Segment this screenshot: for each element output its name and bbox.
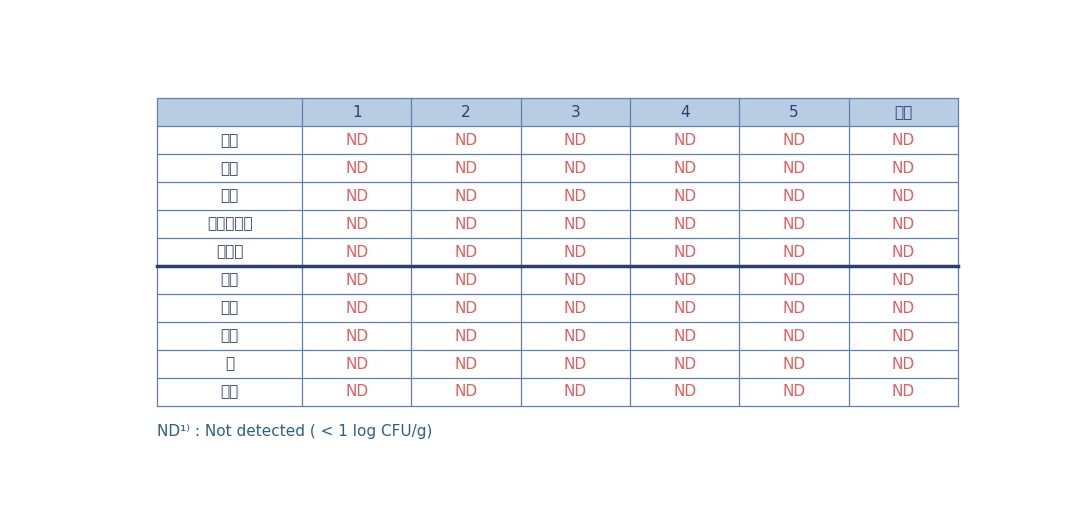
Text: ND: ND [892,272,915,288]
Text: ND: ND [345,329,368,344]
Text: ND: ND [892,301,915,316]
Text: ND: ND [673,329,696,344]
Text: ND: ND [892,385,915,400]
Text: 1: 1 [351,105,361,120]
Text: ND: ND [782,216,805,231]
Text: ND: ND [455,188,478,203]
Text: ND: ND [455,272,478,288]
Text: 어떡: 어떡 [221,385,238,400]
Text: ND: ND [673,357,696,372]
Text: 5: 5 [789,105,799,120]
Text: 대파: 대파 [221,161,238,176]
Text: ND: ND [782,133,805,148]
Text: 양상추: 양상추 [215,244,244,260]
Text: ND: ND [564,272,586,288]
Text: 4: 4 [680,105,690,120]
Text: ND: ND [345,161,368,176]
Text: ND: ND [564,161,586,176]
Text: ND: ND [564,244,586,260]
Text: ND: ND [455,385,478,400]
Text: ND: ND [673,216,696,231]
Text: ND: ND [455,161,478,176]
Text: ND: ND [345,216,368,231]
Text: ND: ND [455,216,478,231]
Text: ND: ND [782,329,805,344]
Text: ND: ND [345,188,368,203]
Text: ND: ND [782,301,805,316]
Text: ND: ND [673,161,696,176]
Text: ND: ND [782,188,805,203]
Text: ND: ND [782,357,805,372]
Text: ND: ND [892,357,915,372]
Text: 방울토마토: 방울토마토 [207,216,252,231]
Text: ND: ND [673,244,696,260]
Text: 마늘: 마늘 [221,188,238,203]
Text: ND: ND [345,244,368,260]
Text: ND: ND [892,329,915,344]
Bar [157,98,959,126]
Text: ND: ND [782,272,805,288]
Text: 평균: 평균 [894,105,913,120]
Text: 굴: 굴 [225,357,234,372]
Text: ND: ND [455,301,478,316]
Text: 오이: 오이 [221,272,238,288]
Text: ND: ND [564,329,586,344]
Text: 새우: 새우 [221,301,238,316]
Text: ND: ND [782,244,805,260]
Text: ND: ND [673,272,696,288]
Text: ND: ND [455,357,478,372]
Text: ND: ND [455,244,478,260]
Text: ND: ND [564,216,586,231]
Text: ND: ND [782,161,805,176]
Text: ND: ND [564,301,586,316]
Text: ND: ND [892,161,915,176]
Text: 2: 2 [461,105,471,120]
Text: ND: ND [892,188,915,203]
Text: ND¹⁾ : Not detected ( < 1 log CFU/g): ND¹⁾ : Not detected ( < 1 log CFU/g) [157,424,432,439]
Text: 꼴막: 꼴막 [221,329,238,344]
Text: ND: ND [345,272,368,288]
Text: ND: ND [345,357,368,372]
Text: ND: ND [564,357,586,372]
Text: ND: ND [673,133,696,148]
Text: ND: ND [455,329,478,344]
Text: ND: ND [345,301,368,316]
Text: ND: ND [564,133,586,148]
Text: ND: ND [564,385,586,400]
Text: ND: ND [892,216,915,231]
Text: ND: ND [673,301,696,316]
Text: ND: ND [782,385,805,400]
Text: ND: ND [455,133,478,148]
Text: ND: ND [345,133,368,148]
Text: ND: ND [564,188,586,203]
Text: ND: ND [892,244,915,260]
Text: 3: 3 [570,105,580,120]
Text: ND: ND [673,385,696,400]
Text: ND: ND [892,133,915,148]
Text: 고추: 고추 [221,133,238,148]
Text: ND: ND [345,385,368,400]
Text: ND: ND [673,188,696,203]
